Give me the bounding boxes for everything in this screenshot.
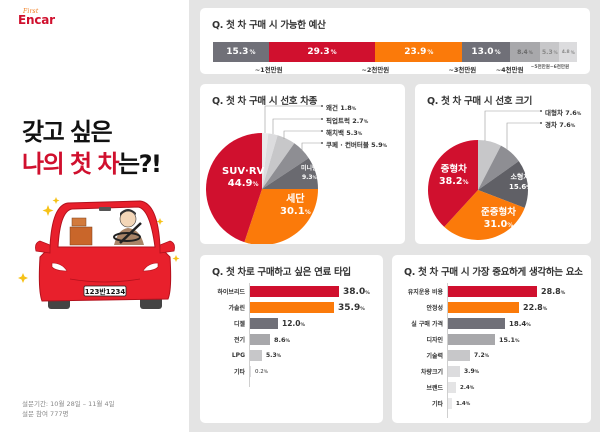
title-line-2: 나의 첫 차는?! [22, 148, 162, 180]
pie-label-minivan: 미니밴 9.3% [301, 165, 318, 181]
pie-callout-hatchback: 해치백 5.3% [326, 129, 363, 137]
car-type-chart-title: Q. 첫 차 구매 시 선호 차종 [212, 96, 318, 107]
red-car-illustration: 123반1234 [18, 197, 180, 309]
fuel-type-chart-title: Q. 첫 차로 구매하고 싶은 연료 타입 [212, 267, 351, 278]
title-suffix: 는?! [118, 150, 162, 178]
factor-bar-row: 기타 1.4% [392, 398, 470, 409]
budget-segment: 23.9% [375, 42, 463, 62]
budget-tick: ~4천만원 [495, 66, 524, 74]
fuel-bar-row: LPG 5.3% [231, 350, 282, 361]
factor-bar-row: 브랜드 2.4% [392, 382, 474, 393]
budget-segment: 15.3% [213, 42, 269, 62]
budget-tick: ~5천만원 [530, 65, 550, 70]
fuel-bar-row: 하이브리드 38.0% [217, 286, 370, 297]
pie-label-semi-midsize: 준중형차 31.0% [481, 207, 516, 230]
factor-bar-row: 유지운용 비용 28.8% [407, 286, 566, 297]
pie-label-small-car: 소형차 15.6% [509, 173, 532, 191]
car-size-chart-card: Q. 첫 차 구매 시 선호 크기 대형차 7.6% 경차 7.6% 중형차 38… [415, 84, 591, 244]
title-highlight: 나의 첫 차 [22, 150, 120, 178]
logo-brand-text: Encar [18, 13, 55, 27]
fuel-bars: 하이브리드 38.0% 가솔린 35.9% 디젤 12.0% 전기 8.6% LPG 5.… [200, 286, 383, 386]
title-line-1: 갖고 싶은 [22, 118, 113, 146]
survey-participants: 설문 참여 777명 [22, 410, 69, 418]
pie-callout-large-car: 대형차 7.6% [545, 109, 582, 117]
budget-tick: ~3천만원 [448, 66, 477, 74]
fuel-bar-row: 디젤 12.0% [233, 318, 306, 329]
budget-chart-card: Q. 첫 차 구매 시 가능한 예산 15.3% 29.3% 23.9% 13.… [200, 8, 590, 74]
budget-segment: 5.3% [540, 42, 560, 62]
budget-tick: ~2천만원 [361, 66, 390, 74]
factor-bar-row: 디자인 15.1% [426, 334, 520, 345]
fuel-bar-row: 기타 0.2% [200, 366, 268, 377]
purchase-factors-chart-card: Q. 첫 차 구매 시 가장 중요하게 생각하는 요소 유지운용 비용 28.8%… [392, 255, 591, 423]
encar-logo: First Encar [18, 8, 55, 27]
pie-callout-pickup: 픽업트럭 2.7% [326, 117, 369, 125]
sparkle-icon [18, 197, 180, 283]
purchase-factors-chart-title: Q. 첫 차 구매 시 가장 중요하게 생각하는 요소 [404, 267, 583, 278]
factor-bar-row: 차량크기 3.9% [420, 366, 480, 377]
budget-stacked-bar: 15.3% 29.3% 23.9% 13.0% 8.4% 5.3% 4.8% [213, 42, 577, 62]
survey-period: 설문기간: 10월 28일 – 11월 4일 [22, 400, 115, 408]
license-plate-text: 123반1234 [85, 287, 126, 296]
pie-label-suv: SUV·RV 44.9% [222, 166, 265, 189]
fuel-type-chart-card: Q. 첫 차로 구매하고 싶은 연료 타입 하이브리드 38.0% 가솔린 35.9… [200, 255, 383, 423]
factor-bar-row: 안정성 22.8% [426, 302, 548, 313]
car-type-pie [205, 105, 323, 244]
intro-panel: First Encar 갖고 싶은 나의 첫 차는?! [0, 0, 189, 432]
page-title: 갖고 싶은 나의 첫 차는?! [22, 116, 162, 180]
car-size-chart-title: Q. 첫 차 구매 시 선호 크기 [427, 96, 533, 107]
factors-bars: 유지운용 비용 28.8% 안정성 22.8% 실 구매 가격 18.4% 디자인 15… [392, 286, 591, 421]
pie-label-midsize: 중형차 38.2% [439, 164, 469, 187]
budget-segment: 13.0% [462, 42, 510, 62]
budget-segment: 29.3% [268, 42, 376, 62]
budget-tick: ~1천만원 [254, 66, 283, 74]
budget-tick: ~6천만원 [549, 65, 570, 70]
budget-segment: 4.8% [559, 42, 577, 62]
survey-info: 설문기간: 10월 28일 – 11월 4일 설문 참여 777명 [22, 399, 115, 419]
factor-bar-row: 기술력 7.2% [426, 350, 490, 361]
fuel-bar-row: 가솔린 35.9% [228, 302, 365, 313]
factors-axis-line [447, 283, 448, 418]
car-type-chart-card: Q. 첫 차 구매 시 선호 차종 왜 [200, 84, 405, 244]
pie-label-sedan: 세단 30.1% [280, 194, 311, 217]
car-size-pie [428, 110, 542, 240]
factor-bar-row: 실 구매 가격 18.4% [411, 318, 531, 329]
fuel-bar-row: 전기 8.6% [233, 334, 291, 345]
budget-segment: 8.4% [509, 42, 541, 62]
pie-callout-compact-car: 경차 7.6% [545, 121, 576, 129]
budget-axis-ticks: ~1천만원 ~2천만원 ~3천만원 ~4천만원 ~5천만원 ~6천만원 [213, 64, 577, 74]
pie-callout-coupe: 쿠페 · 컨버터블 5.9% [326, 141, 388, 149]
logo-first-text: First [23, 8, 39, 15]
pie-callout-wagon: 왜건 1.8% [326, 104, 357, 112]
fuel-axis-line [249, 283, 250, 387]
budget-chart-title: Q. 첫 차 구매 시 가능한 예산 [212, 20, 326, 31]
